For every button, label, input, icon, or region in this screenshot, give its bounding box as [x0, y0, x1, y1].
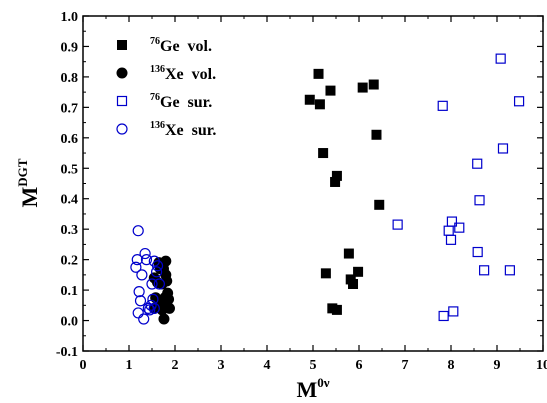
data-point — [371, 129, 382, 140]
data-point — [153, 278, 165, 290]
legend-label: 136Xe vol. — [150, 64, 216, 83]
data-point — [151, 260, 164, 272]
data-point — [479, 265, 490, 276]
series-1 — [148, 255, 175, 325]
data-point — [140, 254, 153, 266]
data-point — [348, 279, 359, 289]
data-point — [314, 99, 325, 110]
data-point — [330, 176, 341, 187]
data-point — [130, 261, 142, 273]
data-point — [320, 268, 331, 279]
y-tick-label: 0.6 — [61, 132, 79, 147]
x-tick-label: 1 — [126, 358, 133, 373]
data-marks — [130, 53, 525, 325]
y-tick-label: 0.5 — [61, 162, 79, 177]
y-axis-label: MDGT — [15, 158, 42, 207]
data-point — [163, 302, 175, 314]
x-tick-label: 3 — [218, 358, 225, 373]
data-point — [438, 310, 449, 322]
x-tick-label: 9 — [494, 358, 501, 373]
y-tick-label: 0.8 — [61, 71, 79, 86]
data-point — [454, 222, 465, 233]
data-point — [163, 293, 175, 305]
data-point — [132, 225, 144, 237]
data-point — [331, 170, 342, 181]
series-2 — [392, 53, 525, 322]
data-point — [357, 82, 368, 93]
data-point — [144, 304, 156, 316]
x-tick-label: 10 — [536, 358, 547, 373]
data-point — [448, 306, 459, 317]
data-point — [446, 216, 458, 227]
data-point — [148, 302, 160, 314]
legend-label: 76Ge sur. — [150, 92, 212, 111]
data-point — [132, 307, 144, 319]
data-point — [146, 278, 158, 290]
data-point — [513, 96, 525, 107]
data-point — [147, 293, 159, 305]
legend: 76Ge vol. 136Xe vol. 76Ge sur. 136Xe sur. — [116, 36, 216, 139]
data-point — [472, 246, 483, 258]
data-point — [133, 286, 145, 298]
legend-label: 136Xe sur. — [150, 120, 216, 139]
data-point — [437, 100, 448, 111]
y-tick-label: -0.1 — [56, 345, 78, 360]
legend-marker — [116, 67, 128, 79]
data-point — [445, 234, 457, 245]
data-point — [325, 85, 336, 96]
y-tick-label: 1.0 — [61, 10, 79, 25]
data-point — [151, 266, 163, 278]
data-point — [158, 313, 170, 325]
series-0 — [304, 68, 385, 315]
data-point — [145, 299, 157, 311]
axis-ticks: 0 1 2 3 4 5 6 7 8 9 10 -0.1 0.0 0.1 0.2 0.3 0.4 0.5 0.6 0.7… — [56, 10, 547, 373]
data-point — [392, 219, 403, 230]
x-tick-label: 8 — [448, 358, 455, 373]
y-tick-label: 0.9 — [61, 40, 79, 55]
x-tick-label: 6 — [356, 358, 363, 373]
data-point — [313, 68, 324, 79]
data-point — [443, 225, 454, 236]
data-point — [495, 53, 506, 64]
y-tick-label: 0.2 — [61, 254, 79, 269]
data-point — [472, 158, 483, 169]
data-point — [368, 79, 379, 90]
x-tick-label: 4 — [264, 358, 271, 373]
data-point — [474, 195, 485, 206]
data-point — [152, 276, 164, 288]
data-point — [504, 265, 515, 276]
data-point — [138, 313, 150, 325]
x-tick-label: 5 — [310, 358, 317, 373]
data-point — [497, 143, 509, 154]
data-point — [343, 248, 354, 259]
legend-marker — [117, 40, 127, 50]
y-tick-label: 0.4 — [61, 193, 79, 208]
legend-marker — [116, 95, 128, 107]
data-point — [374, 199, 385, 210]
x-tick-label: 2 — [172, 358, 179, 373]
y-tick-label: 0.7 — [61, 101, 79, 116]
data-point — [142, 302, 154, 314]
y-tick-label: 0.1 — [61, 284, 79, 299]
x-axis-label: M0ν — [296, 375, 329, 402]
data-point — [331, 304, 342, 315]
series-3 — [130, 225, 165, 325]
data-point — [134, 295, 147, 307]
legend-marker — [116, 123, 128, 135]
data-point — [131, 254, 143, 266]
data-point — [304, 94, 315, 105]
data-point — [353, 266, 364, 277]
x-tick-label: 7 — [402, 358, 409, 373]
legend-label: 76Ge vol. — [150, 36, 212, 55]
y-tick-label: 0.3 — [61, 223, 79, 238]
data-point — [160, 255, 172, 267]
data-point — [318, 148, 329, 159]
x-tick-label: 0 — [80, 358, 87, 373]
data-point — [136, 269, 148, 281]
data-point — [139, 247, 151, 260]
y-tick-label: 0.0 — [61, 315, 79, 330]
